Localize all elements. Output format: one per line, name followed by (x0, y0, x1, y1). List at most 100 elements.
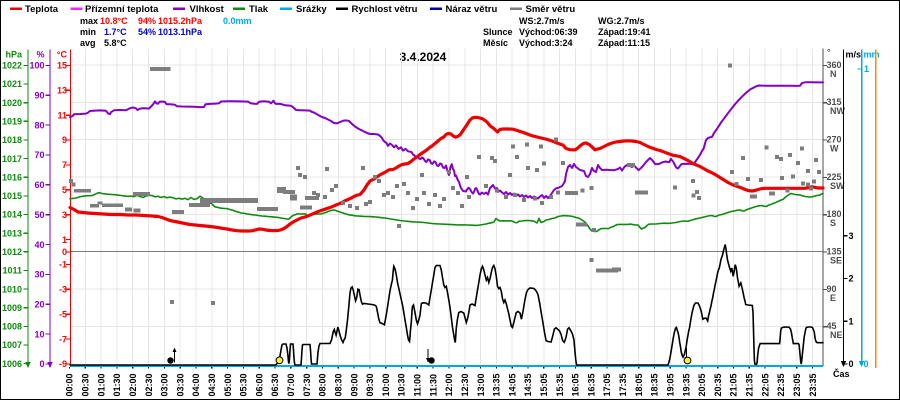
svg-text:%: % (36, 50, 44, 60)
svg-text:Východ:06:39: Východ:06:39 (519, 27, 578, 37)
svg-text:08:00: 08:00 (318, 373, 328, 396)
svg-text:1: 1 (849, 316, 854, 326)
svg-text:-7: -7 (59, 334, 67, 344)
svg-text:40: 40 (34, 240, 44, 250)
svg-text:01:00: 01:00 (96, 373, 106, 396)
svg-text:13: 13 (57, 85, 67, 95)
svg-text:mm: mm (864, 50, 880, 60)
svg-text:12:30: 12:30 (460, 373, 470, 396)
svg-text:Tlak: Tlak (249, 4, 269, 15)
svg-text:3: 3 (62, 210, 67, 220)
svg-text:1006: 1006 (2, 359, 22, 369)
svg-text:16:05: 16:05 (571, 373, 581, 396)
svg-text:19:05: 19:05 (665, 373, 675, 396)
svg-text:5: 5 (62, 185, 67, 195)
svg-text:02:00: 02:00 (128, 373, 138, 396)
svg-text:15:35: 15:35 (555, 373, 565, 396)
svg-text:12:00: 12:00 (444, 373, 454, 396)
svg-text:94%: 94% (138, 16, 156, 26)
svg-text:Slunce: Slunce (483, 27, 513, 37)
svg-text:1022: 1022 (2, 61, 22, 71)
svg-text:15:05: 15:05 (539, 373, 549, 396)
svg-text:SW: SW (830, 181, 845, 191)
svg-text:5.8°C: 5.8°C (104, 38, 127, 48)
svg-text:10.8°C: 10.8°C (100, 16, 128, 26)
svg-text:90: 90 (34, 90, 44, 100)
svg-text:00:30: 00:30 (81, 373, 91, 396)
svg-text:70: 70 (34, 150, 44, 160)
svg-text:0.0mm: 0.0mm (223, 16, 252, 26)
svg-text:06:30: 06:30 (270, 373, 280, 396)
svg-text:1013: 1013 (2, 228, 22, 238)
svg-text:1014: 1014 (2, 210, 22, 220)
svg-text:22:05: 22:05 (760, 373, 770, 396)
svg-text:1020: 1020 (2, 98, 22, 108)
svg-text:-1: -1 (59, 260, 67, 270)
svg-text:7: 7 (62, 160, 67, 170)
svg-text:-5: -5 (59, 309, 67, 319)
svg-text:21:05: 21:05 (729, 373, 739, 396)
svg-text:21:35: 21:35 (745, 373, 755, 396)
svg-text:1012: 1012 (2, 247, 22, 257)
svg-text:NW: NW (830, 106, 845, 116)
svg-text:1021: 1021 (2, 79, 22, 89)
svg-text:9: 9 (62, 135, 67, 145)
svg-text:°C: °C (57, 50, 68, 60)
svg-text:1017: 1017 (2, 154, 22, 164)
svg-text:17:05: 17:05 (602, 373, 612, 396)
svg-text:30: 30 (34, 270, 44, 280)
svg-text:18:05: 18:05 (634, 373, 644, 396)
svg-text:3.4.2024: 3.4.2024 (400, 50, 447, 64)
svg-text:54%: 54% (138, 27, 156, 37)
svg-text:16:35: 16:35 (586, 373, 596, 396)
svg-text:E: E (830, 293, 836, 303)
svg-text:18:35: 18:35 (650, 373, 660, 396)
svg-text:0: 0 (849, 359, 854, 369)
svg-text:1015.2hPa: 1015.2hPa (158, 16, 203, 26)
svg-text:1: 1 (62, 235, 67, 245)
svg-text:10:00: 10:00 (381, 373, 391, 396)
svg-text:1016: 1016 (2, 172, 22, 182)
svg-text:avg: avg (80, 38, 96, 48)
svg-text:09:30: 09:30 (365, 373, 375, 396)
svg-text:1: 1 (864, 64, 869, 74)
svg-text:14:05: 14:05 (507, 373, 517, 396)
svg-text:WS:2.7m/s: WS:2.7m/s (519, 16, 565, 26)
svg-text:Rychlost větru: Rychlost větru (352, 4, 418, 15)
svg-text:14:35: 14:35 (523, 373, 533, 396)
svg-text:1019: 1019 (2, 117, 22, 127)
svg-text:0: 0 (39, 359, 44, 369)
svg-text:-3: -3 (59, 285, 67, 295)
svg-text:08:30: 08:30 (333, 373, 343, 396)
svg-text:Vlhkost: Vlhkost (190, 4, 225, 15)
svg-text:04:00: 04:00 (191, 373, 201, 396)
svg-text:1011: 1011 (2, 266, 22, 276)
svg-text:1018: 1018 (2, 135, 22, 145)
svg-text:07:00: 07:00 (286, 373, 296, 396)
svg-text:180: 180 (827, 209, 842, 219)
svg-text:N: N (830, 69, 837, 79)
svg-text:11:00: 11:00 (413, 374, 423, 397)
svg-text:1010: 1010 (2, 284, 22, 294)
svg-text:Směr větru: Směr větru (526, 4, 576, 15)
svg-text:Teplota: Teplota (25, 4, 59, 15)
svg-text:07:30: 07:30 (302, 373, 312, 396)
svg-text:270: 270 (827, 135, 842, 145)
svg-text:Východ:3:24: Východ:3:24 (519, 38, 573, 48)
svg-text:20: 20 (34, 299, 44, 309)
svg-text:W: W (830, 144, 839, 154)
svg-text:22:35: 22:35 (776, 373, 786, 396)
svg-text:01:30: 01:30 (112, 373, 122, 396)
svg-text:hPa: hPa (5, 50, 23, 60)
svg-text:Přízemní teplota: Přízemní teplota (85, 4, 159, 15)
svg-text:60: 60 (34, 180, 44, 190)
svg-text:360: 360 (827, 60, 842, 70)
svg-text:05:00: 05:00 (223, 373, 233, 396)
svg-text:10: 10 (34, 329, 44, 339)
svg-text:225: 225 (827, 172, 842, 182)
svg-text:Měsíc: Měsíc (483, 38, 508, 48)
svg-text:03:30: 03:30 (175, 373, 185, 396)
svg-text:15: 15 (57, 61, 67, 71)
svg-text:13:35: 13:35 (492, 373, 502, 396)
svg-text:NE: NE (830, 330, 843, 340)
